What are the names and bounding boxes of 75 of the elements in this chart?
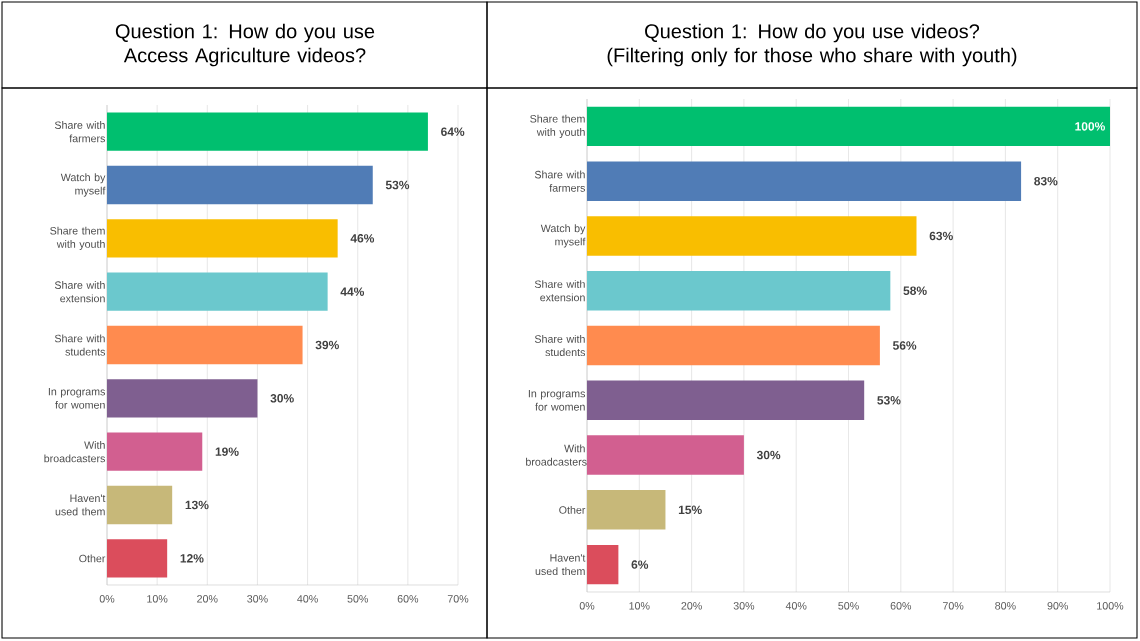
x-tick-label: 70% [447,595,469,603]
bar [587,161,1022,201]
y-tick-label: Haven't used them [535,554,586,575]
bar [107,325,303,365]
x-tick-label: 70% [942,602,964,610]
bar [107,379,258,418]
x-tick-label: 30% [733,602,755,610]
data-label: 44% [340,287,365,296]
y-tick-label: With broadcasters [44,441,106,463]
y-tick-label: Share with extension [54,281,105,303]
data-label: 100% [1075,122,1105,131]
y-tick-label: Share with students [534,334,586,357]
x-tick-label: 50% [347,595,368,603]
data-label: 63% [929,231,953,241]
x-tick-label: 20% [197,595,218,603]
x-tick-label: 30% [247,595,268,603]
data-label: 30% [270,394,294,403]
x-tick-label: 20% [681,602,702,610]
x-tick-label: 90% [1047,602,1068,610]
data-label: 64% [441,127,465,136]
data-label: 12% [180,554,204,563]
x-tick-label: 50% [838,602,859,610]
bar [107,432,203,471]
y-tick-label: Watch by myself [540,224,586,248]
y-tick-label: Other [559,505,586,514]
data-label: 58% [903,286,927,295]
y-tick-label: Other [79,554,106,563]
data-label: 19% [215,447,239,456]
bar [107,539,168,578]
data-label: 83% [1034,176,1058,186]
bar [587,271,891,311]
y-tick-label: In programs for women [48,387,106,409]
bar [587,544,619,585]
x-tick-label: 100% [1097,602,1124,610]
y-tick-label: Share with farmers [534,170,586,192]
y-tick-label: Share with extension [534,280,585,302]
x-tick-label: 10% [147,595,168,603]
data-label: 30% [756,450,781,460]
x-tick-label: 60% [890,602,912,610]
y-tick-label: Share them with youth [50,226,105,250]
data-label: 13% [185,500,209,510]
data-label: 53% [877,396,901,405]
bar [587,216,917,256]
data-label: 56% [892,341,917,350]
x-tick-label: 60% [397,595,419,603]
x-tick-label: 80% [995,602,1016,610]
chart-title: Question 1: How do you use videos? (Filtering only for those who share with youth) [607,23,1017,67]
bar [107,485,173,525]
bar [107,165,373,205]
y-tick-label: In programs for women [528,389,586,411]
bar [107,219,338,258]
bar [107,112,428,151]
bar [587,435,744,475]
x-tick-label: 40% [785,602,807,610]
y-tick-label: Share them with youth [530,114,585,139]
data-label: 46% [350,234,375,243]
x-tick-label: 40% [297,595,318,603]
data-label: 53% [385,180,410,190]
y-tick-label: Share with students [54,334,106,356]
data-label: 39% [315,340,339,350]
bar [587,490,666,530]
y-tick-label: Watch by myself [60,173,106,197]
data-label: 6% [631,560,649,569]
x-tick-label: 0% [99,595,115,603]
data-label: 15% [678,505,702,515]
y-tick-label: Haven't used them [55,494,106,516]
bar [107,272,328,311]
bar [587,106,1111,147]
x-tick-label: 0% [579,602,595,610]
y-tick-label: With broadcasters [526,444,587,466]
x-tick-label: 10% [629,602,650,610]
bar [587,380,865,420]
y-tick-label: Share with farmers [54,121,106,143]
chart-title: Question 1: How do you use Access Agriculture videos? [115,23,375,67]
bar [587,325,880,366]
